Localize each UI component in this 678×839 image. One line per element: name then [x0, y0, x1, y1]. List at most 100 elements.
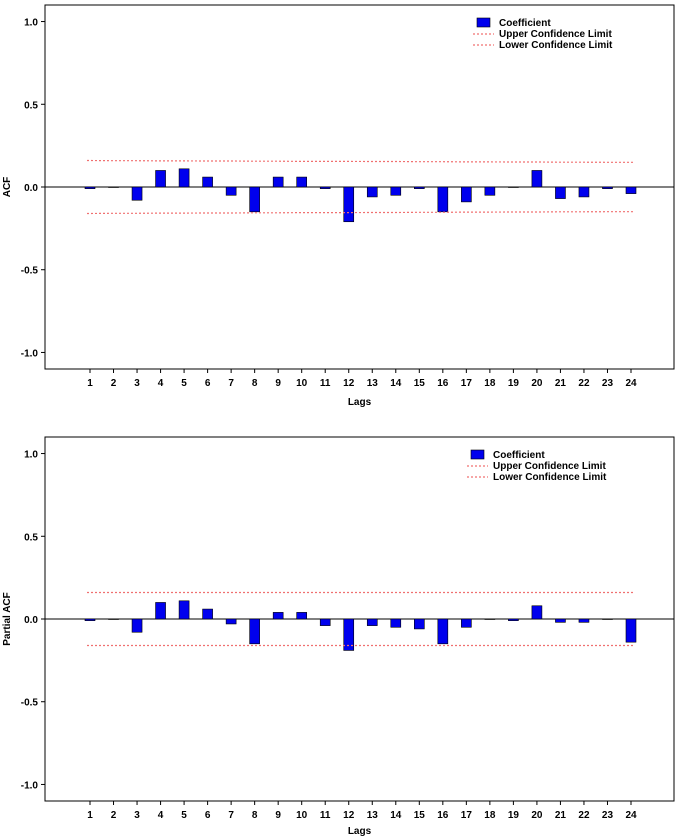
chart2-bar-lag-1 [84, 618, 96, 621]
chart2-bar-lag-23 [602, 618, 613, 620]
chart2-bar-lag-21 [555, 618, 566, 623]
chart1-bar-lag-6 [202, 176, 213, 188]
chart2-bar-lag-22 [578, 618, 590, 623]
chart2-bar-lag-12 [343, 618, 355, 651]
chart1-xtick-label: 1 [87, 378, 93, 389]
chart2-bar-lag-11 [319, 618, 331, 626]
chart1-xtick-label: 24 [625, 378, 637, 389]
chart1-xtick-label: 4 [158, 378, 164, 389]
chart2-xlabel: Lags [348, 826, 372, 837]
chart1-xtick-label: 13 [367, 378, 379, 389]
chart1-ytick-label: -0.5 [21, 266, 39, 277]
chart2-xtick-label: 21 [555, 810, 567, 821]
chart1-bar-lag-18 [484, 186, 496, 196]
chart2-ytick-label: 0.0 [24, 615, 38, 626]
chart1-bar-lag-20 [531, 170, 543, 188]
chart2-bar-lag-24 [625, 618, 637, 643]
chart1-ytick-label: 1.0 [24, 18, 38, 29]
chart1-ytick-label: 0.0 [24, 183, 38, 194]
chart2-xtick-label: 10 [296, 810, 308, 821]
chart1-xtick-label: 20 [531, 378, 543, 389]
chart1-bar-lag-12 [343, 186, 355, 223]
chart1-bar-lag-2 [108, 186, 119, 188]
chart2-xtick-label: 16 [437, 810, 449, 821]
chart1-xtick-label: 10 [296, 378, 308, 389]
chart1-xtick-label: 9 [275, 378, 281, 389]
chart1-lower-confidence-line [86, 211, 634, 215]
chart1-ytick-label: 0.5 [24, 100, 38, 111]
chart1-bar-lag-11 [319, 186, 331, 189]
chart2-bar-lag-2 [108, 618, 119, 620]
chart2-xtick-label: 20 [531, 810, 543, 821]
chart1-ytick-label: -1.0 [21, 348, 39, 359]
chart2-legend-upper-label: Upper Confidence Limit [493, 461, 606, 472]
chart1-bar-lag-4 [155, 170, 166, 188]
chart1-bar-lag-23 [602, 186, 613, 189]
chart2-legend-coefficient-swatch [470, 449, 485, 460]
chart2-bar-lag-4 [155, 602, 166, 620]
chart2-xtick-label: 14 [390, 810, 402, 821]
chart2-xtick-label: 24 [625, 810, 637, 821]
chart1-xtick-label: 16 [437, 378, 449, 389]
chart1-upper-confidence-line [86, 159, 634, 163]
chart1-bar-lag-16 [437, 186, 449, 213]
chart1-legend-upper-label: Upper Confidence Limit [499, 29, 612, 40]
chart2-xtick-label: 8 [252, 810, 258, 821]
chart1-xtick-label: 6 [205, 378, 211, 389]
chart1-xtick-label: 7 [228, 378, 234, 389]
chart1-xtick-label: 8 [252, 378, 258, 389]
chart2-xtick-label: 2 [111, 810, 117, 821]
chart2-xtick-label: 23 [602, 810, 614, 821]
chart2-xtick-label: 1 [87, 810, 93, 821]
chart1-ylabel: ACF [2, 177, 13, 198]
chart2-bar-lag-18 [484, 618, 496, 620]
chart1-bar-lag-15 [414, 186, 425, 189]
chart2-xtick-label: 19 [508, 810, 520, 821]
chart1-bar-lag-5 [178, 168, 190, 188]
chart1-xtick-label: 22 [578, 378, 590, 389]
chart2-xtick-label: 15 [414, 810, 426, 821]
chart1-bar-lag-22 [578, 186, 590, 198]
chart2-bar-lag-13 [366, 618, 378, 626]
chart1-xlabel: Lags [348, 397, 372, 408]
chart2-xtick-label: 13 [367, 810, 379, 821]
chart1-legend-coefficient-label: Coefficient [499, 18, 551, 29]
chart2-bar-lag-20 [531, 605, 543, 620]
chart2-xtick-label: 4 [158, 810, 164, 821]
chart1-bar-lag-24 [625, 186, 637, 194]
chart2-bar-lag-5 [178, 600, 190, 620]
chart2-xtick-label: 5 [181, 810, 187, 821]
chart2-bar-lag-16 [437, 618, 449, 645]
chart2-bar-lag-6 [202, 608, 213, 620]
chart2-xtick-label: 12 [343, 810, 355, 821]
chart1-xtick-label: 19 [508, 378, 520, 389]
chart1-xtick-label: 17 [461, 378, 473, 389]
chart1-bar-lag-21 [555, 186, 566, 199]
chart2-ytick-label: -1.0 [21, 780, 39, 791]
chart1-xtick-label: 23 [602, 378, 614, 389]
chart1-bar-lag-14 [390, 186, 402, 196]
chart1-bar-lag-10 [296, 176, 307, 188]
chart2-legend-coefficient-label: Coefficient [493, 450, 545, 461]
chart1-bar-lag-7 [225, 186, 237, 196]
chart1-xtick-label: 2 [111, 378, 117, 389]
chart1-bar-lag-1 [84, 186, 96, 189]
chart1-bar-lag-17 [461, 186, 472, 203]
chart2-bar-lag-14 [390, 618, 402, 628]
chart1-bar-lag-8 [249, 186, 260, 213]
chart1-xtick-label: 12 [343, 378, 355, 389]
chart1-legend-coefficient-swatch [476, 17, 491, 28]
chart2-bar-lag-15 [414, 618, 425, 630]
chart1-bar-lag-19 [508, 186, 519, 188]
chart2-legend-lower-label: Lower Confidence Limit [493, 472, 607, 483]
chart2-bar-lag-19 [508, 618, 519, 621]
chart2-ytick-label: -0.5 [21, 698, 39, 709]
chart2-xtick-label: 18 [484, 810, 496, 821]
chart1-bar-lag-3 [131, 186, 143, 201]
chart2-ylabel: Partial ACF [2, 592, 13, 646]
chart2-xtick-label: 11 [320, 810, 331, 821]
chart2-ytick-label: 0.5 [24, 532, 38, 543]
chart2-xtick-label: 3 [134, 810, 140, 821]
chart1-bar-lag-13 [366, 186, 378, 198]
